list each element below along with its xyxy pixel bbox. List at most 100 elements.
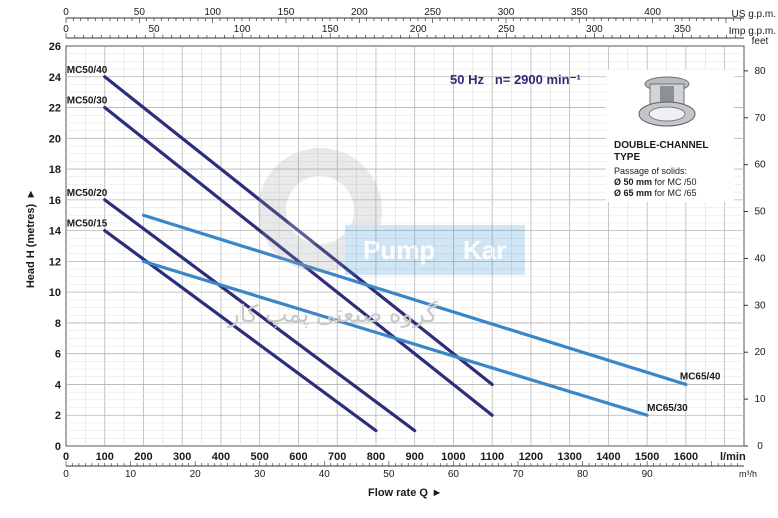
x-tick-label: 1000 <box>441 451 465 463</box>
m3h-tick-label: 50 <box>383 469 395 480</box>
chart-axes: 0 100 200 300 400 500 600 700 800 900 1000 1100 1200… <box>25 7 776 499</box>
info-solids: Passage of solids: Ø 50 mm for MC /50 Ø … <box>614 166 738 199</box>
x-tick-label: 500 <box>251 451 269 463</box>
us-gpm-tick-label: 400 <box>644 7 661 18</box>
solids-line-65: Ø 65 mm for MC /65 <box>614 188 738 199</box>
solids-label: Passage of solids: <box>614 166 688 176</box>
us-gpm-tick-label: 100 <box>204 7 221 18</box>
imp-gpm-tick-label: 350 <box>674 24 691 35</box>
watermark-persian-text: گروه صنعتی پمپ کار <box>228 301 438 328</box>
x-tick-label: 700 <box>328 451 346 463</box>
y-tick-label: 20 <box>49 133 61 145</box>
feet-tick-label: 20 <box>754 347 766 358</box>
y-tick-label: 22 <box>49 103 61 115</box>
solids-line-50: Ø 50 mm for MC /50 <box>614 177 738 188</box>
feet-tick-label: 0 <box>757 441 763 452</box>
m3h-tick-label: 60 <box>448 469 460 480</box>
m3h-tick-label: 0 <box>63 469 69 480</box>
x-tick-label: 800 <box>367 451 385 463</box>
series-label: MC50/30 <box>67 96 108 107</box>
frequency-label: 50 Hz <box>450 72 484 87</box>
imp-gpm-tick-label: 50 <box>149 24 161 35</box>
imp-gpm-tick-label: 0 <box>63 24 69 35</box>
x-tick-label: 600 <box>289 451 307 463</box>
m3h-tick-label: 10 <box>125 469 137 480</box>
feet-axis-label: feet <box>752 36 769 47</box>
imp-gpm-tick-label: 200 <box>410 24 427 35</box>
m3h-label: m³/h <box>739 469 757 479</box>
imp-gpm-tick-label: 150 <box>322 24 339 35</box>
x-tick-label: 900 <box>406 451 424 463</box>
x-tick-label: 300 <box>173 451 191 463</box>
y-tick-label: 6 <box>55 349 61 361</box>
series-label: MC65/40 <box>680 371 721 382</box>
us-gpm-tick-label: 300 <box>498 7 515 18</box>
watermark-brand-right: Kar <box>463 235 507 265</box>
y-tick-label: 4 <box>55 379 62 391</box>
feet-tick-label: 30 <box>754 300 766 311</box>
us-gpm-tick-label: 250 <box>424 7 441 18</box>
x-tick-label: 1500 <box>635 451 659 463</box>
chart-curves <box>103 75 688 433</box>
solids-50-rest: for MC /50 <box>652 177 697 187</box>
feet-tick-label: 50 <box>754 207 766 218</box>
x-axis-arrow: ► <box>432 487 443 499</box>
pump-info-box: DOUBLE-CHANNEL TYPE Passage of solids: Ø… <box>606 70 734 202</box>
feet-tick-label: 80 <box>754 66 766 77</box>
x-tick-label: 1100 <box>480 451 504 463</box>
y-tick-label: 0 <box>55 441 61 453</box>
series-label: MC50/20 <box>67 188 108 199</box>
m3h-tick-label: 20 <box>190 469 202 480</box>
y-tick-label: 14 <box>49 226 62 238</box>
watermark-logo: Pump Kar <box>255 135 540 295</box>
impeller-icon <box>638 76 696 127</box>
series-curve <box>103 198 417 433</box>
series-label: MC50/40 <box>67 65 108 76</box>
speed-header: 50 Hz n= 2900 min⁻¹ <box>450 72 581 88</box>
y-tick-label: 26 <box>49 41 61 53</box>
y-tick-label: 12 <box>49 256 61 268</box>
solids-50-bold: Ø 50 mm <box>614 177 653 187</box>
y-tick-label: 24 <box>49 72 62 84</box>
imp-gpm-tick-label: 300 <box>586 24 603 35</box>
feet-tick-label: 60 <box>754 160 766 171</box>
solids-65-bold: Ø 65 mm <box>614 188 653 198</box>
m3h-tick-label: 80 <box>577 469 589 480</box>
us-gpm-tick-label: 350 <box>571 7 588 18</box>
m3h-tick-label: 30 <box>254 469 266 480</box>
y-axis-title: Head H (metres) <box>25 203 37 288</box>
feet-tick-label: 10 <box>754 394 766 405</box>
imp-gpm-label: Imp g.p.m. <box>729 26 776 37</box>
x-tick-label: 100 <box>96 451 114 463</box>
y-tick-label: 16 <box>49 195 61 207</box>
x-axis-title: Flow rate Q <box>368 487 428 499</box>
info-title: DOUBLE-CHANNEL TYPE <box>614 140 709 163</box>
m3h-tick-label: 40 <box>319 469 331 480</box>
series-label: MC50/15 <box>67 219 108 230</box>
y-axis-arrow: ► <box>25 189 37 200</box>
feet-tick-label: 70 <box>754 113 766 124</box>
series-curve <box>103 105 494 417</box>
y-tick-label: 18 <box>49 164 61 176</box>
x-tick-label: 1400 <box>596 451 620 463</box>
series-curve <box>103 75 494 387</box>
series-curve <box>141 213 688 387</box>
series-label: MC65/30 <box>647 403 688 414</box>
x-tick-label: 400 <box>212 451 230 463</box>
m3h-tick-label: 70 <box>512 469 524 480</box>
x-tick-label: 1200 <box>519 451 543 463</box>
chart-labels: MC50/40 MC50/30 MC50/20 MC50/15 MC65/40 MC65/… <box>67 65 721 414</box>
y-tick-label: 10 <box>49 287 61 299</box>
y-tick-label: 2 <box>55 410 61 422</box>
watermark-brand-left: Pump <box>363 235 436 265</box>
y-tick-label: 8 <box>55 318 61 330</box>
imp-gpm-tick-label: 100 <box>234 24 251 35</box>
x-tick-label: 1600 <box>674 451 698 463</box>
us-gpm-label: US g.p.m. <box>732 9 776 20</box>
solids-65-rest: for MC /65 <box>652 188 697 198</box>
x-tick-label: 200 <box>134 451 152 463</box>
x-unit-label: l/min <box>720 451 746 463</box>
us-gpm-tick-label: 200 <box>351 7 368 18</box>
speed-label: n= 2900 min⁻¹ <box>494 72 581 87</box>
x-tick-label: 0 <box>63 451 69 463</box>
